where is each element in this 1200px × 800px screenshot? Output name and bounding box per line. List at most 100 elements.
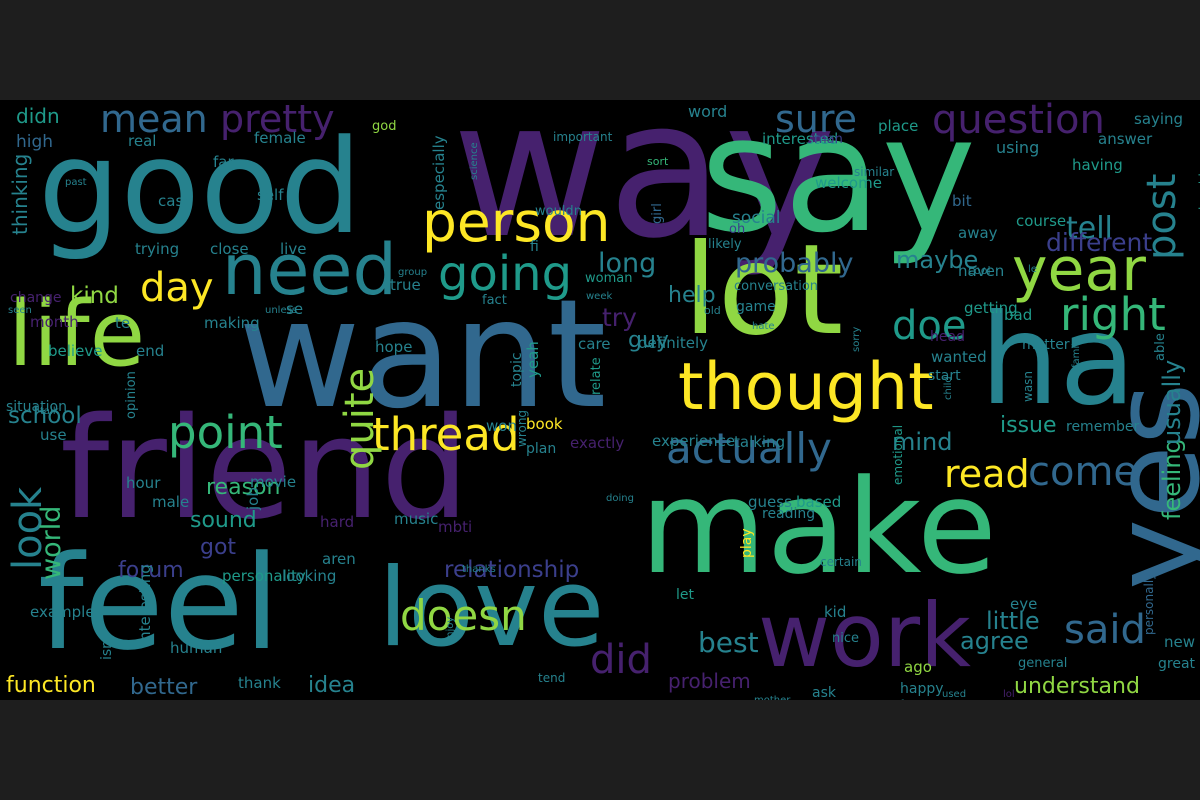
word-problem: problem [668,669,751,693]
word-usually: usually [1158,359,1186,445]
word-ask: ask [812,685,836,700]
word-month: month [30,313,79,331]
word-group: group [398,267,428,278]
word-able: able [1153,333,1168,361]
word-live: live [280,240,307,258]
word-want: want [238,268,607,442]
word-unless: unless [265,305,298,316]
word-matter: matter [1022,337,1070,353]
word-help: help [668,283,716,308]
word-ha: ha [980,288,1136,433]
word-actually: actually [666,424,832,473]
word-sort: sort [647,155,669,168]
word-te: te [115,314,131,332]
word-long: long [598,248,657,279]
word-said: said [1064,607,1146,653]
word-bad: bad [1004,306,1033,324]
word-right: right [1060,288,1166,341]
word-fact: fact [482,293,507,308]
word-pretty: pretty [220,100,335,141]
word-situation: situation [6,399,67,415]
word-similar: similar [854,165,895,179]
word-sound: sound [190,508,257,533]
word-answer: answer [1098,130,1153,148]
word-new: new [1164,633,1196,651]
word-work: work [758,584,971,687]
word-place: place [878,117,919,135]
word-god: god [372,119,397,134]
word-come: come [1028,449,1139,495]
word-using: using [996,138,1040,157]
word-job: job [244,487,262,510]
word-different: different [1046,228,1153,257]
word-used: used [942,689,967,700]
word-thank: thank [238,674,281,692]
word-yeah: yeah [524,341,542,378]
word-school: school [8,403,82,429]
word-guy: guy [628,328,669,353]
word-true: true [390,276,421,294]
word-opinion: opinion [124,371,139,419]
word-saying: saying [1134,110,1184,128]
word-based: based [796,493,842,511]
word-word: word [688,102,728,121]
word-bit: bit [952,192,972,210]
word-make: make [640,451,997,603]
word-general: general [1018,656,1068,671]
word-sorry: sorry [851,326,862,352]
word-year: year [1012,235,1146,305]
word-se: se [286,300,304,318]
word-talking: talking [734,433,786,451]
word-idea: idea [308,673,356,698]
word-oh: oh [729,222,746,237]
word-especially: especially [430,135,448,210]
word-personality: personality [222,567,306,585]
word-man: man [814,132,843,147]
word-good: good [38,111,363,263]
word-mean: mean [100,100,208,141]
word-happy: happy [900,681,944,697]
word-female: female [254,129,306,147]
word-reading: reading [762,506,816,522]
word-conversation: conversation [734,279,819,294]
word-person: person [422,190,611,254]
word-doe: doe [892,303,967,349]
word-quite: quite [337,367,383,470]
word-book: book [526,415,563,433]
word-tend: tend [538,671,566,685]
word-best: best [698,626,759,659]
word-hour: hour [126,474,161,492]
word-male: male [152,493,190,511]
word-understand: understand [1014,674,1140,699]
word-mother: mother [754,696,790,701]
word-exactly: exactly [570,434,625,452]
word-wanted: wanted [931,348,987,366]
word-read: read [944,452,1030,496]
word-thought: thought [678,350,934,425]
word-getting: getting [964,299,1018,317]
word-aren: aren [322,550,356,568]
word-kind: kind [70,283,119,309]
word-nice: nice [832,631,859,646]
word-change: change [10,290,62,306]
word-plan: plan [526,441,557,457]
word-tell: tell [1066,211,1113,246]
word-definitely: definitely [638,334,709,352]
word-girl: girl [650,203,665,224]
word-making: making [204,314,260,332]
word-maybe: maybe [896,246,979,274]
word-isn: isn [99,639,115,660]
word-day: day [140,265,214,311]
word-hope: hope [375,338,413,356]
word-reason: reason [206,475,281,500]
word-away: away [958,224,998,242]
word-agree: agree [960,627,1029,655]
word-looking: looking [282,567,337,585]
word-enjoy: enjoy [445,616,456,644]
word-interesting: interesting [136,564,154,645]
word-try: try [602,303,637,332]
word-thread: thread [372,408,520,461]
word-fi: fi [530,239,539,255]
word-believe: believe [48,342,103,360]
word-probably: probably [735,248,854,279]
